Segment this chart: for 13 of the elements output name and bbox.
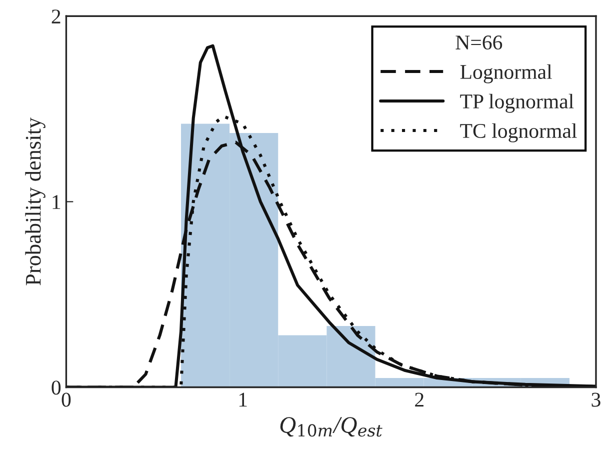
y-axis-title: Probability density [25, 118, 46, 286]
x-tick-label: 2 [415, 392, 424, 407]
y-tick-label: 0 [52, 380, 61, 395]
y-tick-label: 1 [52, 195, 60, 209]
x-tick-label: 0 [62, 392, 71, 407]
legend-label: TP lognormal [460, 94, 574, 113]
legend-label: TC lognormal [460, 123, 577, 142]
x-axis-title: Q$_{10m}$/Q$_{est}$ [280, 417, 382, 437]
legend-title: N=66 [456, 36, 502, 50]
y-tick-label: 2 [52, 10, 60, 24]
legend-label: Lognormal [460, 64, 552, 84]
x-tick-label: 1 [239, 392, 247, 407]
x-tick-label: 3 [592, 392, 600, 407]
